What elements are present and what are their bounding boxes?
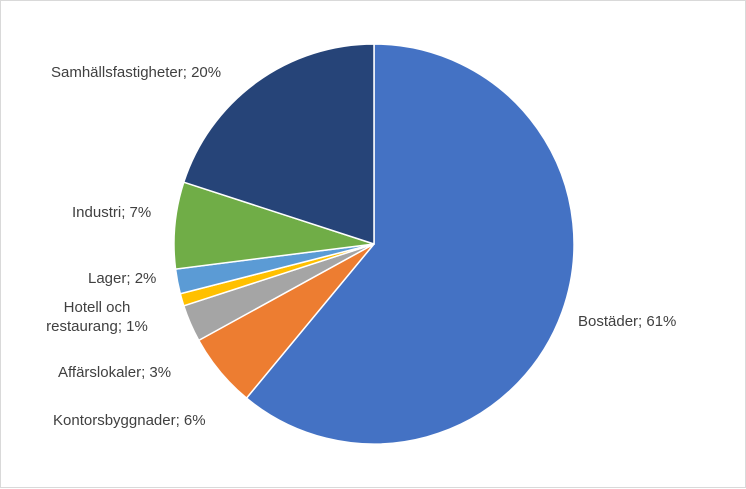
slice-label-samhallsfastigheter: Samhällsfastigheter; 20% [51, 64, 222, 81]
slice-label-bostader: Bostäder; 61% [578, 313, 677, 330]
slice-label-hotell-och-restaurang: Hotell och restaurang; 1% [46, 299, 148, 335]
slice-label-lager: Lager; 2% [88, 270, 157, 287]
pie-slice-bostäder [245, 43, 575, 445]
slice-label-kontorsbyggnader: Kontorsbyggnader; 6% [53, 412, 206, 429]
slice-label-industri: Industri; 7% [72, 204, 152, 221]
pie-slice-samhällsfastigheter [182, 43, 375, 246]
slice-label-affarslokaler: Affärslokaler; 3% [58, 364, 172, 381]
